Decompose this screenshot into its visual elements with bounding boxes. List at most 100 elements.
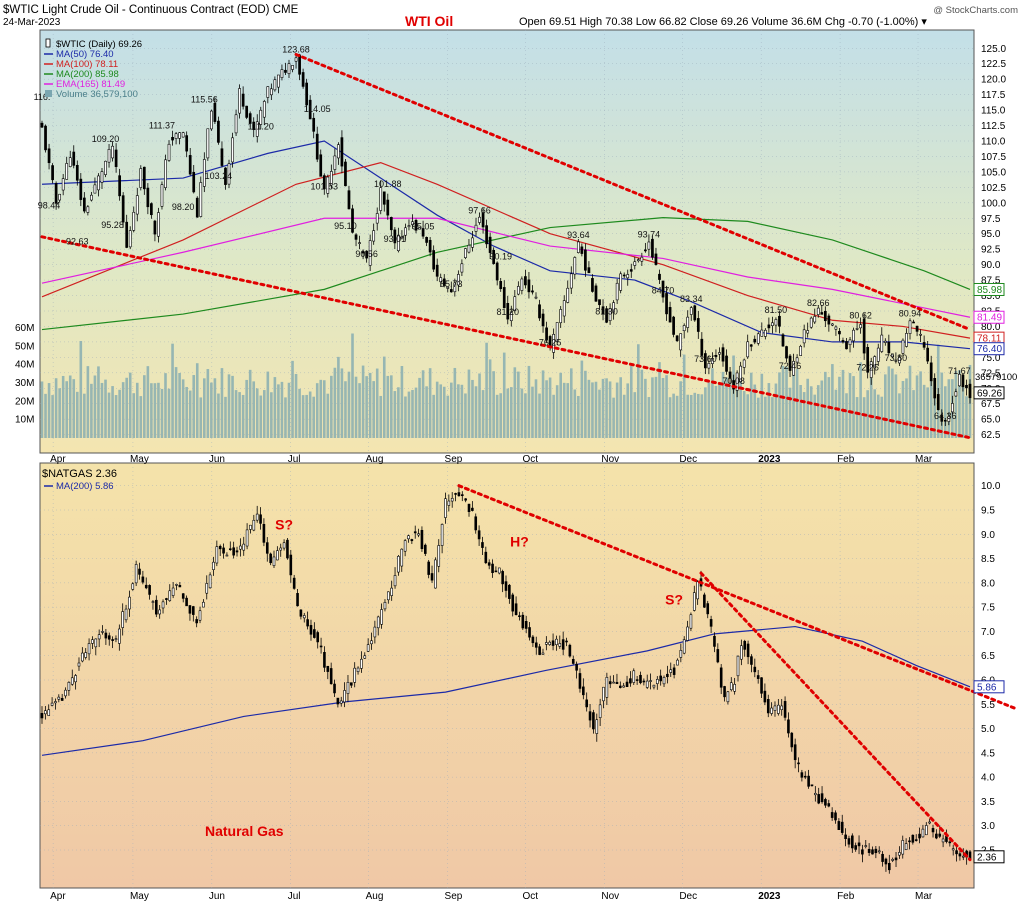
volume-bar: [266, 371, 270, 438]
candle-body: [234, 114, 238, 134]
price-label: 115.56: [191, 95, 218, 105]
candle-body: [845, 341, 848, 350]
candle-body: [873, 356, 877, 369]
candle-body: [178, 584, 182, 588]
candle-body: [262, 101, 266, 118]
candle-body: [157, 212, 160, 237]
volume-bar: [658, 362, 661, 438]
candle-body: [676, 659, 679, 666]
y-tick-label: 3.5: [981, 797, 995, 808]
candle-body: [763, 690, 767, 703]
candle-body: [238, 88, 241, 114]
candle-body: [407, 535, 410, 540]
price-label: 114.05: [304, 104, 331, 114]
candle-body: [760, 677, 763, 694]
candle-body: [231, 137, 234, 163]
candle-body: [54, 183, 58, 204]
volume-bar: [44, 393, 47, 438]
candle-body: [87, 643, 91, 655]
candle-body: [912, 321, 915, 324]
candle-body: [266, 86, 270, 98]
candle-body: [753, 666, 757, 673]
volume-bar: [633, 392, 637, 438]
x-month-label: Jul: [288, 454, 301, 465]
candle-body: [773, 705, 777, 711]
candle-body: [239, 545, 242, 550]
x-month-label: Mar: [915, 891, 933, 902]
candle-body: [410, 539, 414, 542]
volume-bar: [502, 352, 506, 438]
candle-body: [329, 171, 333, 186]
candle-body: [432, 250, 436, 270]
volume-bar: [887, 366, 891, 438]
volume-bar: [499, 393, 503, 438]
candle-body: [100, 171, 104, 183]
candle-body: [427, 561, 430, 575]
candle-body: [810, 784, 814, 787]
volume-bar: [912, 390, 915, 438]
candle-body: [269, 553, 272, 564]
x-month-label: Aug: [366, 454, 384, 465]
candle-body: [488, 236, 492, 253]
volume-bar: [517, 371, 520, 438]
volume-bar: [75, 391, 79, 438]
volume-bar: [270, 392, 273, 438]
candle-body: [460, 494, 464, 497]
candle-body: [711, 358, 714, 364]
x-month-label: Nov: [601, 891, 619, 902]
candle-body: [164, 159, 167, 188]
candle-body: [225, 554, 229, 557]
volume-bar: [771, 397, 774, 438]
candle-body: [864, 845, 868, 847]
candle-body: [861, 849, 864, 855]
volume-bar: [711, 368, 714, 438]
price-label: 98.20: [172, 202, 195, 212]
volume-bar: [397, 387, 400, 438]
volume-bar: [418, 377, 421, 438]
candle-body: [598, 299, 601, 306]
candle-body: [397, 234, 400, 252]
legend-entry: EMA(165) 81.49: [56, 79, 125, 90]
candle-body: [682, 639, 686, 654]
candle-body: [407, 225, 411, 228]
candle-body: [168, 590, 172, 601]
candle-body: [777, 704, 780, 714]
candle-body: [904, 843, 908, 850]
candle-body: [252, 121, 256, 131]
price-label: 81.30: [595, 306, 618, 316]
candle-body: [943, 419, 947, 422]
candle-body: [333, 683, 336, 694]
candle-body: [538, 646, 541, 655]
volume-bar: [210, 382, 213, 438]
candle-body: [679, 333, 683, 351]
volume-bar: [478, 373, 481, 438]
volume-bar: [248, 369, 252, 438]
candle-body: [351, 208, 354, 233]
volume-bar: [464, 393, 467, 438]
axis-value-badge: [973, 310, 1005, 324]
candle-body: [619, 685, 622, 688]
candle-body: [363, 655, 367, 659]
candle-body: [467, 503, 471, 512]
candle-body: [622, 685, 625, 688]
volume-bar: [569, 368, 573, 438]
candle-body: [778, 315, 781, 327]
candle-body: [749, 344, 753, 347]
candle-body: [404, 227, 407, 236]
y-tick-label: 10.0: [981, 481, 1001, 492]
candle-body: [195, 619, 198, 624]
price-label: 81.50: [765, 305, 788, 315]
volume-bar: [732, 355, 735, 438]
candle-body: [195, 197, 199, 218]
volume-bar: [894, 374, 898, 438]
candle-body: [501, 571, 504, 585]
y-tick-label: 92.5: [981, 245, 1001, 256]
volume-bar: [390, 375, 393, 438]
volume-bar: [513, 367, 517, 438]
x-month-label: Sep: [445, 454, 463, 465]
legend-swatch: [45, 90, 52, 97]
y-tick-label: 62.5: [981, 430, 1001, 441]
candle-body: [635, 679, 639, 681]
candle-body: [809, 317, 813, 328]
volume-bar: [778, 372, 781, 438]
